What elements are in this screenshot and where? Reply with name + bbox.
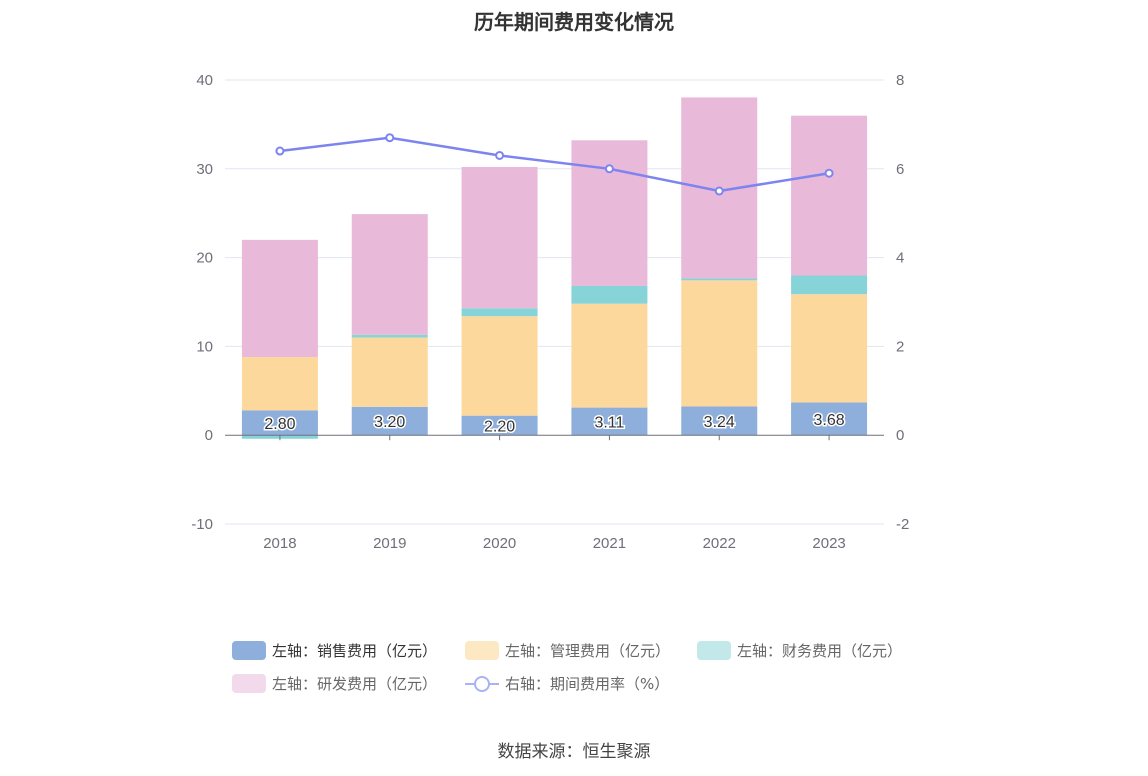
data-label-sales: 3.11	[594, 414, 624, 431]
bar-sales-2023	[791, 402, 868, 436]
data-label-sales: 3.20	[374, 414, 405, 431]
legend-label-sales: 左轴：销售费用（亿元）	[272, 642, 438, 660]
bar-admin-2018	[241, 357, 318, 411]
bar-admin-2019	[351, 337, 428, 407]
bar-admin-2021	[571, 303, 648, 408]
y-left-tick-label: 0	[205, 427, 213, 444]
bar-finance-2023	[791, 275, 868, 295]
data-source: 数据来源：恒生聚源	[497, 742, 651, 762]
legend-swatch-expense-rate	[465, 674, 499, 693]
bar-admin-2022	[681, 280, 758, 407]
data-label-sales: 3.68	[814, 412, 845, 429]
data-label-sales: 2.80	[264, 416, 295, 433]
x-tick-label: 2018	[263, 535, 296, 552]
bar-rnd-2020	[461, 167, 538, 309]
x-tick-label: 2019	[373, 535, 406, 552]
bar-sales-2022	[681, 406, 758, 436]
bar-admin-2020	[461, 316, 538, 416]
y-left-tick-label: 30	[196, 161, 213, 178]
y-right-tick-label: -2	[896, 516, 909, 533]
bar-admin-2023	[791, 294, 868, 403]
point-expense-rate-2021	[604, 164, 614, 174]
bar-sales-2020	[461, 415, 538, 436]
y-left-tick-label: 10	[196, 338, 213, 355]
bar-finance-2020	[461, 308, 538, 317]
point-expense-rate-2020	[495, 150, 505, 160]
legend-swatch-sales	[232, 641, 266, 660]
y-right-tick-label: 6	[896, 161, 904, 178]
y-left-tick-label: 20	[196, 250, 213, 267]
x-tick-label: 2023	[812, 535, 845, 552]
bar-finance-2019	[351, 334, 428, 338]
y-left-tick-label: -10	[191, 516, 213, 533]
bar-sales-2018	[241, 410, 318, 436]
y-right-tick-label: 2	[896, 338, 904, 355]
legend-item-finance[interactable]: 左轴：财务费用（亿元）	[697, 640, 902, 661]
bar-finance-2021	[571, 285, 648, 304]
legend-item-rnd[interactable]: 左轴：研发费用（亿元）	[232, 673, 437, 694]
x-tick-label: 2020	[483, 535, 516, 552]
bar-sales-2019	[351, 406, 428, 436]
chart-title: 历年期间费用变化情况	[474, 10, 674, 34]
legend-label-admin: 左轴：管理费用（亿元）	[505, 642, 671, 660]
bar-rnd-2018	[241, 239, 318, 358]
point-expense-rate-2018	[275, 146, 285, 156]
point-expense-rate-2023	[824, 168, 834, 178]
data-label-sales: 3.24	[704, 414, 735, 431]
bar-finance-2022	[681, 278, 758, 281]
bar-rnd-2023	[791, 115, 868, 276]
bar-rnd-2019	[351, 214, 428, 335]
y-right-tick-label: 0	[896, 427, 904, 444]
line-expense-rate	[279, 136, 830, 193]
legend-swatch-rnd	[232, 674, 266, 693]
bar-sales-2021	[571, 407, 648, 436]
legend-swatch-finance	[697, 641, 731, 660]
y-right-tick-label: 4	[896, 250, 904, 267]
legend-label-rnd: 左轴：研发费用（亿元）	[272, 675, 438, 693]
data-label-sales: 2.20	[484, 418, 515, 435]
legend-swatch-admin	[465, 641, 499, 660]
legend-item-expense-rate[interactable]: 右轴：期间费用率（%）	[465, 673, 669, 694]
legend-label-expense-rate: 右轴：期间费用率（%）	[505, 675, 670, 693]
point-expense-rate-2022	[714, 186, 724, 196]
bar-rnd-2021	[571, 140, 648, 286]
legend-item-sales[interactable]: 左轴：销售费用（亿元）	[232, 640, 437, 661]
x-tick-label: 2022	[703, 535, 736, 552]
legend-label-finance: 左轴：财务费用（亿元）	[737, 642, 903, 660]
y-left-tick-label: 40	[196, 72, 213, 89]
legend-item-admin[interactable]: 左轴：管理费用（亿元）	[465, 640, 670, 661]
y-right-tick-label: 8	[896, 72, 904, 89]
point-expense-rate-2019	[385, 133, 395, 143]
x-tick-label: 2021	[593, 535, 626, 552]
